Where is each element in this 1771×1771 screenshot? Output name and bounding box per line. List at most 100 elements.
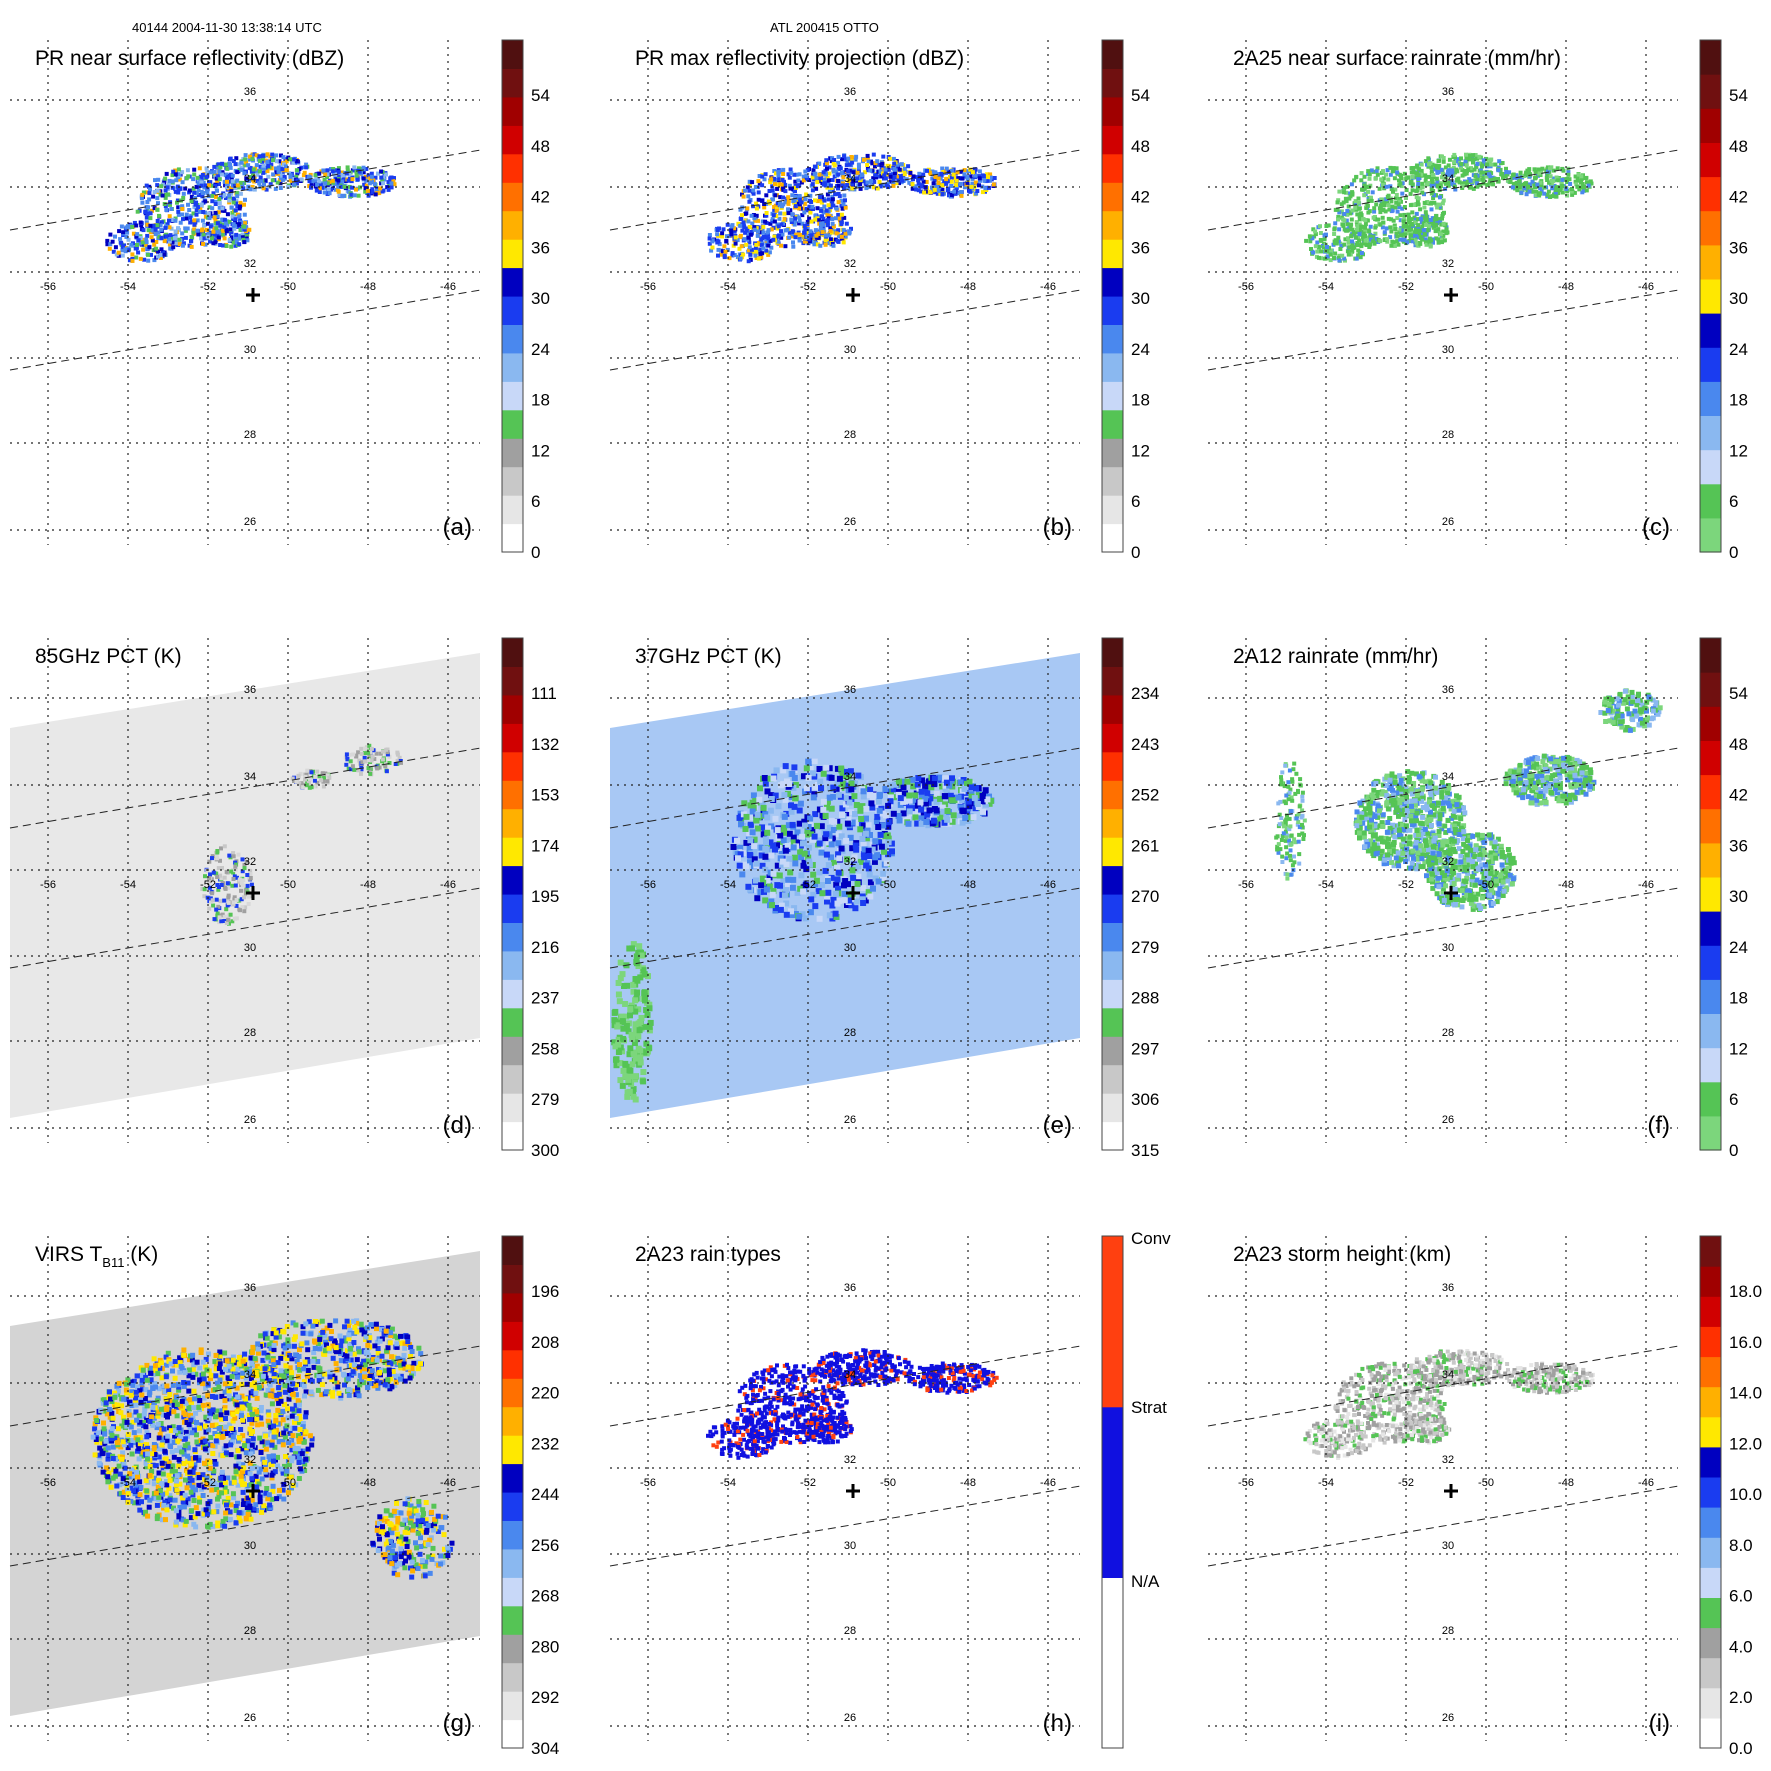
- lon-label: -46: [440, 281, 456, 293]
- lat-label: 32: [1442, 856, 1454, 868]
- swath-edge: [9, 1485, 481, 1567]
- lat-label: 32: [1442, 258, 1454, 270]
- lat-label: 26: [1442, 1712, 1454, 1724]
- lon-label: -48: [1558, 1477, 1574, 1489]
- colorbar-tick: 30: [1729, 289, 1748, 308]
- lon-label: -48: [960, 1477, 976, 1489]
- colorbar-tick: 153: [531, 786, 559, 805]
- colorbar: Conv Strat N/A: [1101, 1229, 1171, 1749]
- colorbar-tick: 30: [1729, 887, 1748, 906]
- colorbar-tick: 16.0: [1729, 1333, 1762, 1352]
- lat-label: 30: [1442, 344, 1454, 356]
- colorbar-tick: 48: [1729, 735, 1748, 754]
- storm-center-marker: [1444, 1484, 1458, 1498]
- panel-title: PR near surface reflectivity (dBZ): [35, 47, 344, 70]
- colorbar-tick: 54: [1131, 86, 1150, 105]
- lon-label: -52: [200, 281, 216, 293]
- colorbar-tick: 0: [531, 543, 540, 562]
- lat-label: 36: [1442, 1282, 1454, 1294]
- lon-label: -46: [440, 879, 456, 891]
- lon-label: -48: [960, 281, 976, 293]
- lat-label: 26: [844, 516, 856, 528]
- lat-label: 30: [1442, 942, 1454, 954]
- swath-edge: [9, 289, 481, 371]
- lat-label: 26: [244, 1114, 256, 1126]
- lon-label: -50: [880, 1477, 896, 1489]
- colorbar: 234 243 252 261 270 279 288 297 306 315: [1101, 637, 1159, 1160]
- colorbar-tick: 10.0: [1729, 1485, 1762, 1504]
- lat-label: 34: [1442, 173, 1454, 185]
- colorbar-tick: 18.0: [1729, 1282, 1762, 1301]
- lat-label: 26: [844, 1114, 856, 1126]
- colorbar-tick: 36: [1729, 836, 1748, 855]
- lon-label: -54: [120, 1477, 136, 1489]
- colorbar-tick: 18: [1729, 391, 1748, 410]
- colorbar-tick: 196: [531, 1282, 559, 1301]
- graticule: [610, 638, 1080, 1143]
- colorbar-tick: 0: [1729, 543, 1738, 562]
- lat-label: 34: [1442, 1369, 1454, 1381]
- lat-label: 36: [244, 1282, 256, 1294]
- panel-title: 2A23 rain types: [635, 1243, 781, 1266]
- lat-label: 32: [244, 258, 256, 270]
- colorbar: 54 48 42 36 30 24 18 12 6 0: [1699, 39, 1748, 562]
- colorbar-tick: 256: [531, 1536, 559, 1555]
- lat-label: 28: [1442, 1027, 1454, 1039]
- panel-title: 37GHz PCT (K): [635, 645, 782, 668]
- colorbar-tick: 304: [531, 1739, 559, 1758]
- colorbar-tick: 42: [1729, 786, 1748, 805]
- lat-label: 26: [1442, 1114, 1454, 1126]
- graticule: [10, 1236, 480, 1741]
- graticule: [1208, 638, 1678, 1143]
- lat-label: 34: [244, 173, 256, 185]
- lat-label: 26: [244, 516, 256, 528]
- panel-title: 85GHz PCT (K): [35, 645, 182, 668]
- graticule: [1208, 1236, 1678, 1741]
- panel-g: -56 -54 -52 -50 -48 -46 36 34 32 30 28 26 VIRS TB11 …: [9, 1235, 559, 1758]
- lat-label: 36: [844, 684, 856, 696]
- colorbar-tick: 258: [531, 1039, 559, 1058]
- colorbar-tick: 252: [1131, 786, 1159, 805]
- colorbar-tick: 12: [1131, 441, 1150, 460]
- lat-label: 34: [844, 173, 856, 185]
- panel-label: (b): [1043, 514, 1072, 541]
- colorbar-tick: 195: [531, 887, 559, 906]
- lat-label: 28: [1442, 429, 1454, 441]
- colorbar-tick: 244: [531, 1485, 559, 1504]
- lon-label: -50: [880, 879, 896, 891]
- swath-edge: [1207, 887, 1679, 969]
- lon-label: -52: [1398, 1477, 1414, 1489]
- lat-label: 28: [844, 1625, 856, 1637]
- swath-edge: [1207, 149, 1679, 231]
- colorbar-tick: 30: [531, 289, 550, 308]
- colorbar-tick: 24: [1729, 340, 1748, 359]
- lon-label: -54: [1318, 1477, 1334, 1489]
- colorbar: 54 48 42 36 30 24 18 12 6 0: [1699, 637, 1748, 1160]
- colorbar-tick: 24: [1131, 340, 1150, 359]
- colorbar-tick: 18: [1131, 391, 1150, 410]
- colorbar-tick: 268: [531, 1587, 559, 1606]
- colorbar-tick: 279: [1131, 938, 1159, 957]
- colorbar-tick: 6: [531, 492, 540, 511]
- lon-label: -50: [1478, 879, 1494, 891]
- lon-label: -56: [40, 879, 56, 891]
- lon-label: -46: [440, 1477, 456, 1489]
- panel-title: 2A12 rainrate (mm/hr): [1233, 645, 1438, 668]
- colorbar-tick: 8.0: [1729, 1536, 1753, 1555]
- lat-label: 30: [244, 344, 256, 356]
- colorbar-tick: 261: [1131, 836, 1159, 855]
- colorbar-tick: 18: [1729, 989, 1748, 1008]
- lon-label: -54: [1318, 281, 1334, 293]
- lon-label: -46: [1638, 281, 1654, 293]
- swath-edge: [9, 1345, 481, 1427]
- panel-label: (d): [443, 1112, 472, 1139]
- lon-label: -48: [960, 879, 976, 891]
- lon-label: -48: [1558, 879, 1574, 891]
- colorbar-tick: 42: [1131, 188, 1150, 207]
- lat-label: 30: [844, 344, 856, 356]
- swath-edge: [609, 149, 1081, 231]
- lon-label: -56: [1238, 879, 1254, 891]
- swath-edge: [1207, 1485, 1679, 1567]
- lat-label: 26: [844, 1712, 856, 1724]
- swath-edge: [609, 1345, 1081, 1427]
